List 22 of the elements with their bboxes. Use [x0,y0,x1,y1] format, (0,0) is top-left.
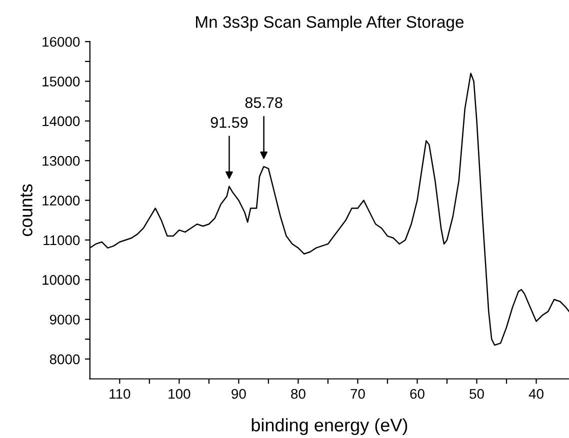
annotation: 91.59 [210,117,248,128]
y-axis-title: counts [20,184,32,236]
y-tick-label: 13000 [42,156,80,166]
x-tick-label: 50 [470,388,484,399]
annotation: 85.78 [245,97,282,108]
x-tick-label: 40 [528,388,544,399]
x-tick-label: 60 [410,388,424,399]
y-tick-label: 8000 [50,354,80,364]
x-tick-label: 100 [168,388,190,399]
y-tick-label: 11000 [44,235,80,246]
x-tick-label: 70 [350,388,365,399]
y-tick-label: 16000 [42,36,80,47]
y-tick-label: 9000 [50,314,80,325]
y-tick-label: 14000 [42,116,80,126]
x-axis-title: binding energy (eV) [252,418,408,436]
y-tick-label: 15000 [42,76,80,86]
x-tick-label: 90 [232,388,246,399]
y-tick-label: 10000 [42,275,80,285]
chart-title: Mn 3s3p Scan Sample After Storage [196,16,464,32]
x-tick-label: 80 [291,388,306,399]
x-tick-label: 110 [110,388,130,399]
y-tick-label: 12000 [42,196,80,206]
